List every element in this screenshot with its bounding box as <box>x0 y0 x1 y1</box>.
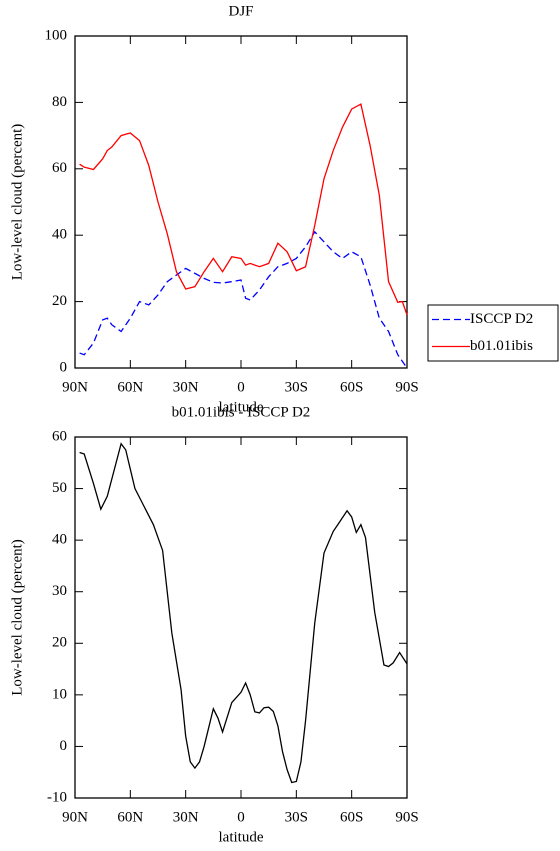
x-tick-label: 0 <box>237 379 245 395</box>
x-tick-label: 30N <box>173 379 199 395</box>
x-tick-label: 30N <box>173 809 199 825</box>
legend-label: b01.01ibis <box>470 338 533 354</box>
data-line <box>79 103 408 316</box>
y-tick-label: 60 <box>52 428 67 444</box>
legend-box <box>427 304 559 362</box>
y-tick-label: 40 <box>52 227 67 243</box>
y-tick-label: 10 <box>52 686 67 702</box>
x-tick-label: 30S <box>285 379 308 395</box>
x-tick-label: 60S <box>340 809 363 825</box>
x-tick-label: 90S <box>395 809 418 825</box>
x-tick-label: 90N <box>62 379 88 395</box>
x-tick-label: 0 <box>237 809 245 825</box>
y-tick-label: 0 <box>60 738 68 754</box>
plot-frame <box>74 35 408 369</box>
x-tick-label: 60S <box>340 379 363 395</box>
chart-title: b01.01ibis - ISCCP D2 <box>172 404 311 420</box>
x-tick-label: 60N <box>117 809 143 825</box>
x-tick-label: 30S <box>285 809 308 825</box>
data-line <box>79 442 408 784</box>
y-tick-label: 40 <box>52 532 67 548</box>
y-axis-label: Low-level cloud (percent) <box>9 539 25 696</box>
plot-frame <box>74 436 408 799</box>
chart-title: DJF <box>228 3 253 19</box>
x-tick-label: 90N <box>62 809 88 825</box>
y-tick-label: 0 <box>60 359 68 375</box>
y-tick-label: 60 <box>52 160 67 176</box>
y-tick-label: 50 <box>52 480 67 496</box>
legend-label: ISCCP D2 <box>470 311 533 327</box>
y-tick-label: 20 <box>52 293 67 309</box>
y-tick-label: 30 <box>52 583 67 599</box>
x-tick-label: 90S <box>395 379 418 395</box>
y-tick-label: 20 <box>52 635 67 651</box>
x-tick-label: 60N <box>117 379 143 395</box>
data-line <box>79 230 408 369</box>
y-tick-label: 80 <box>52 94 67 110</box>
x-axis-label: latitude <box>219 829 264 845</box>
y-tick-label: -10 <box>47 789 67 805</box>
y-tick-label: 100 <box>45 27 68 43</box>
x-axis-label: latitude <box>219 399 264 415</box>
y-axis-label: Low-level cloud (percent) <box>9 124 25 281</box>
